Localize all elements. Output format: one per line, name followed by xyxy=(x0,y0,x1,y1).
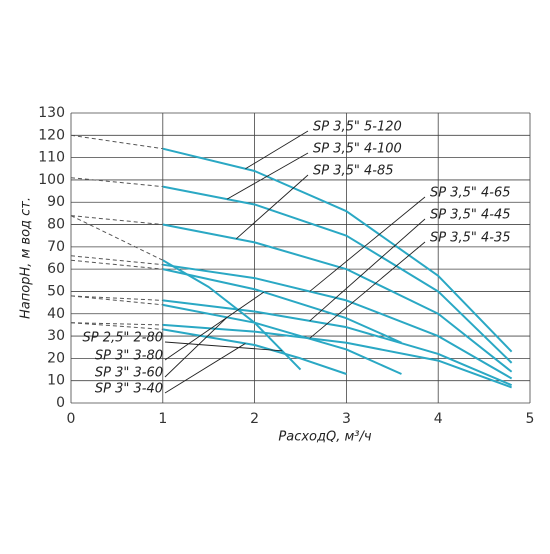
legend-label: SP 3" 3-40 xyxy=(95,382,163,397)
pump-curve xyxy=(162,263,513,380)
y-tick-label: 110 xyxy=(38,150,65,166)
legend-label: SP 3,5" 4-100 xyxy=(313,142,402,157)
y-tick-label: 40 xyxy=(47,306,65,322)
pump-curve xyxy=(162,147,513,353)
extrapolated-line xyxy=(70,322,163,330)
pump-curve xyxy=(162,268,402,344)
x-tick-label: 1 xyxy=(158,411,167,427)
legend-label: SP 3" 3-80 xyxy=(95,349,163,364)
extrapolated-line xyxy=(70,295,163,306)
extrapolated-line xyxy=(70,215,163,226)
leader-line xyxy=(245,130,309,170)
y-tick-label: 30 xyxy=(47,328,65,344)
x-tick-label: 5 xyxy=(526,411,535,427)
y-tick-label: 100 xyxy=(38,172,65,188)
leader-line xyxy=(309,218,426,322)
pump-curve xyxy=(162,223,513,373)
y-tick-label: 20 xyxy=(47,350,65,366)
x-tick-label: 3 xyxy=(342,411,351,427)
legend-label: SP 3,5" 4-45 xyxy=(430,208,511,223)
x-tick-label: 2 xyxy=(250,411,259,427)
y-tick-label: 80 xyxy=(47,217,65,233)
extrapolated-line xyxy=(70,134,163,150)
legend-label: SP 3,5" 4-35 xyxy=(430,231,511,246)
legend-label: SP 3,5" 4-85 xyxy=(313,164,394,179)
legend-label: SP 3,5" 4-65 xyxy=(430,186,511,201)
leader-line xyxy=(164,291,265,361)
pump-curve xyxy=(162,328,347,375)
y-axis-title: НапорН, м вод ст. xyxy=(19,197,34,319)
leader-line xyxy=(164,341,283,352)
leader-line xyxy=(226,152,309,200)
y-tick-label: 60 xyxy=(47,261,65,277)
pump-curve xyxy=(162,323,512,389)
leader-line xyxy=(164,343,246,394)
extrapolated-line xyxy=(70,295,163,301)
y-tick-label: 70 xyxy=(47,239,65,255)
extrapolated-line xyxy=(70,255,163,266)
y-tick-label: 90 xyxy=(47,194,65,210)
leader-line xyxy=(235,174,309,240)
y-tick-label: 0 xyxy=(56,395,65,411)
x-tick-label: 4 xyxy=(434,411,443,427)
y-tick-label: 120 xyxy=(38,127,65,143)
leader-line xyxy=(309,241,426,339)
x-tick-label: 0 xyxy=(67,411,76,427)
legend-label: SP 3,5" 5-120 xyxy=(313,120,402,135)
y-tick-label: 10 xyxy=(47,373,65,389)
legend-label: SP 3" 3-60 xyxy=(95,366,163,381)
leader-line xyxy=(309,196,426,292)
y-tick-label: 130 xyxy=(38,105,65,121)
leader-line xyxy=(164,317,228,378)
legend-label: SP 2,5" 2-80 xyxy=(82,331,163,346)
y-tick-label: 50 xyxy=(47,283,65,299)
extrapolated-line xyxy=(70,322,163,326)
pump-curve xyxy=(162,185,513,364)
x-axis-title: РасходQ, м³/ч xyxy=(278,430,371,445)
pump-curve xyxy=(162,303,402,375)
extrapolated-line xyxy=(70,215,164,261)
extrapolated-line xyxy=(70,177,163,188)
extrapolated-line xyxy=(70,259,163,270)
pump-curve xyxy=(162,299,513,387)
